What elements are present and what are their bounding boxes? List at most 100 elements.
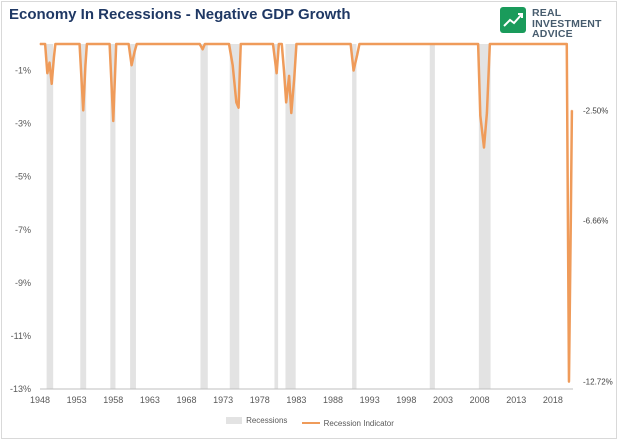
x-tick-label: 2008 [470, 395, 490, 405]
data-point [295, 43, 298, 45]
legend-swatch-recessions [226, 417, 243, 424]
data-point [39, 43, 41, 45]
data-point [477, 43, 479, 45]
data-point [48, 61, 51, 64]
y-tick-label: -1% [15, 66, 31, 76]
data-point [84, 64, 87, 66]
x-tick-label: 2018 [543, 395, 563, 405]
data-labels: -2.50% -6.66% -12.72% [583, 106, 613, 386]
data-point [350, 43, 352, 45]
logo-wordmark: REAL INVESTMENT ADVICE [532, 8, 602, 40]
recession-band-1 [80, 44, 87, 389]
logo-line-2: INVESTMENT [532, 17, 602, 30]
data-point [204, 43, 206, 45]
data-point [202, 48, 204, 50]
data-point [46, 72, 48, 74]
data-label: -12.72% [583, 378, 613, 387]
data-point [276, 72, 278, 74]
x-tick-label: 1978 [250, 395, 270, 405]
data-point [290, 112, 292, 114]
data-point [51, 83, 53, 85]
data-point [285, 101, 287, 103]
recession-band-10 [478, 44, 491, 389]
data-point [136, 43, 138, 45]
data-point [53, 56, 55, 58]
y-tick-label: -5% [15, 172, 31, 182]
data-point [283, 69, 285, 72]
recession-band-0 [46, 44, 54, 389]
x-tick-label: 1993 [360, 395, 380, 405]
recession-band-9 [429, 44, 435, 389]
x-tick-label: 1963 [140, 395, 160, 405]
data-point [115, 43, 117, 45]
legend-label-recessions: Recessions [246, 416, 288, 425]
data-point [489, 43, 491, 45]
data-label: -2.50% [583, 106, 608, 115]
data-point [54, 43, 56, 45]
x-tick-label: 1973 [213, 395, 233, 405]
data-point [240, 43, 242, 45]
legend-swatch-indicator [301, 422, 320, 424]
data-label: -6.66% [583, 217, 608, 226]
data-point [44, 43, 46, 45]
data-point [86, 43, 88, 45]
data-point [281, 43, 283, 45]
y-tick-label: -11% [11, 331, 31, 341]
data-point [486, 112, 488, 114]
data-point [278, 43, 280, 45]
legend: Recessions Recession Indicator [0, 416, 620, 428]
legend-item-indicator: Recession Indicator [301, 418, 394, 428]
recession-band-3 [130, 44, 136, 389]
data-point [570, 220, 572, 222]
x-tick-label: 1998 [396, 395, 416, 405]
data-point [272, 43, 274, 45]
series-recession-indicator [39, 42, 574, 383]
y-tick-label: -9% [15, 278, 31, 288]
series-line-recession-indicator [40, 42, 574, 383]
recession-band-7 [285, 44, 296, 389]
data-point [128, 43, 130, 45]
data-point [112, 120, 114, 122]
x-tick-label: 1958 [103, 395, 123, 405]
legend-item-recessions: Recessions [226, 416, 287, 425]
data-point [228, 43, 230, 45]
recession-band-5 [229, 44, 240, 389]
logo-line-1: REAL [532, 7, 562, 19]
recession-band-2 [110, 44, 116, 389]
y-tick-label: -3% [15, 119, 31, 129]
data-point [235, 101, 237, 103]
recession-band-8 [352, 44, 357, 389]
rising-chart-icon [500, 7, 526, 33]
data-point [130, 64, 133, 66]
chart-title: Economy In Recessions - Negative GDP Gro… [9, 6, 351, 23]
data-point [358, 43, 361, 45]
data-point [479, 115, 481, 117]
y-tick-label: -7% [15, 225, 31, 235]
data-point [571, 109, 573, 111]
x-tick-label: 1983 [286, 395, 306, 405]
data-point [82, 109, 84, 111]
y-axis-ticks: -1% -3% -5% -7% -9% -11% -13% [10, 66, 31, 394]
data-point [483, 146, 485, 149]
x-tick-label: 1968 [177, 395, 197, 405]
data-point [237, 107, 240, 109]
data-point [352, 69, 355, 72]
x-tick-label: 1948 [30, 395, 50, 405]
recession-band-6 [274, 44, 279, 389]
x-axis-ticks: 1948 1953 1958 1963 1968 1973 1978 1983 1988 1993… [30, 395, 563, 405]
data-point [356, 54, 358, 56]
logo-line-3: ADVICE [532, 28, 573, 40]
x-tick-label: 1988 [323, 395, 343, 405]
y-tick-label: -13% [10, 384, 31, 394]
legend-label-indicator: Recession Indicator [323, 418, 394, 428]
data-point [566, 43, 568, 45]
x-tick-label: 1953 [67, 395, 87, 405]
data-point [232, 64, 234, 66]
recession-bands [46, 44, 491, 389]
data-point [199, 43, 201, 45]
data-point [293, 77, 295, 80]
data-point [78, 43, 81, 45]
x-tick-label: 2003 [433, 395, 453, 405]
